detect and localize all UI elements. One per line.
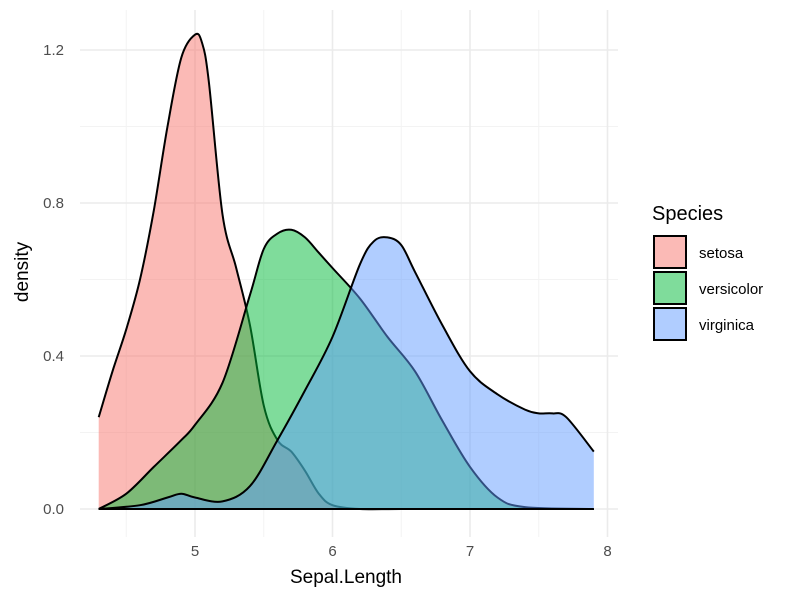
x-axis-ticks: 5 6 7 8 [191, 543, 612, 560]
x-axis-title: Sepal.Length [290, 567, 402, 588]
legend-item-virginica: virginica [653, 307, 755, 341]
legend: Species setosa versicolor virginica [652, 203, 763, 341]
x-tick-label: 5 [191, 543, 199, 560]
legend-item-versicolor: versicolor [653, 271, 763, 305]
legend-label-virginica: virginica [699, 317, 755, 334]
y-axis-ticks: 0.0 0.4 0.8 1.2 [43, 42, 64, 518]
y-tick-label: 0.4 [43, 348, 64, 365]
density-areas [97, 32, 595, 511]
x-tick-label: 7 [466, 543, 474, 560]
density-line-virginica [98, 236, 595, 510]
x-tick-label: 6 [328, 543, 336, 560]
legend-swatch-versicolor [653, 271, 687, 305]
y-tick-label: 1.2 [43, 42, 64, 59]
y-tick-label: 0.8 [43, 195, 64, 212]
y-tick-label: 0.0 [43, 501, 64, 518]
legend-label-setosa: setosa [699, 245, 744, 262]
legend-title: Species [652, 203, 723, 225]
legend-label-versicolor: versicolor [699, 281, 763, 298]
y-axis-title: density [12, 241, 33, 302]
density-area-virginica [98, 237, 594, 509]
legend-swatch-setosa [653, 235, 687, 269]
legend-swatch-virginica [653, 307, 687, 341]
legend-item-setosa: setosa [653, 235, 744, 269]
x-tick-label: 8 [603, 543, 611, 560]
